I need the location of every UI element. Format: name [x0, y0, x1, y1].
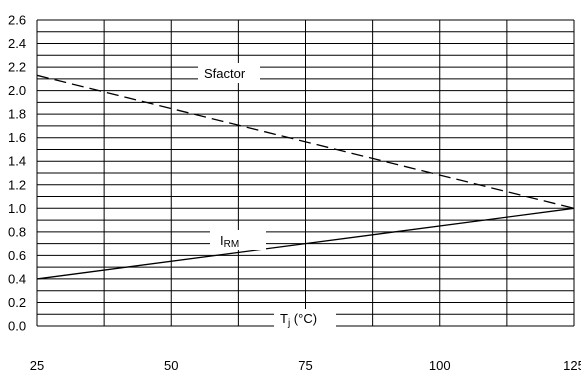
y-tick-label: 1.6: [8, 130, 26, 145]
y-tick-label: 2.4: [8, 36, 26, 51]
series-labels: Sfactor IRM Tj (°C): [198, 63, 336, 329]
y-tick-label: 0.4: [8, 271, 26, 286]
y-tick-label: 1.8: [8, 107, 26, 122]
x-axis-label-main: T: [280, 311, 288, 326]
x-axis-label-bg: [274, 309, 336, 328]
irm-label-bg: [210, 230, 266, 250]
x-tick-label: 125: [563, 358, 581, 373]
x-axis-label-sub: j: [287, 318, 290, 329]
y-axis-ticks: 0.0 0.2 0.4 0.6 0.8 1.0 1.2 1.4 1.6 1.8 2.0 2.2 2.4 2…: [8, 13, 26, 334]
y-tick-label: 2.0: [8, 83, 26, 98]
irm-label-main: I: [220, 233, 224, 248]
series-line-sfactor: [36, 74, 575, 209]
y-tick-label: 0.0: [8, 319, 26, 334]
series-lines: [36, 74, 575, 280]
x-axis-label-rest: (°C): [290, 311, 317, 326]
sfactor-label-bg: [198, 63, 260, 83]
y-tick-label: 0.8: [8, 224, 26, 239]
x-tick-label: 25: [30, 358, 44, 373]
y-tick-label: 0.2: [8, 295, 26, 310]
y-tick-label: 2.2: [8, 60, 26, 75]
sfactor-label: Sfactor: [204, 66, 246, 81]
x-tick-label: 75: [298, 358, 312, 373]
x-tick-label: 100: [429, 358, 451, 373]
x-axis-ticks: 25 50 75 100 125: [30, 358, 581, 373]
x-axis-label: Tj (°C): [280, 311, 317, 329]
grid: [36, 19, 575, 327]
y-tick-label: 2.6: [8, 13, 26, 28]
irm-label: IRM: [220, 233, 239, 250]
y-tick-label: 1.4: [8, 154, 26, 169]
y-tick-label: 1.2: [8, 177, 26, 192]
irm-label-sub: RM: [224, 239, 240, 250]
series-line-irm: [36, 207, 575, 280]
y-tick-label: 1.0: [8, 201, 26, 216]
x-tick-label: 50: [164, 358, 178, 373]
y-tick-label: 0.6: [8, 248, 26, 263]
